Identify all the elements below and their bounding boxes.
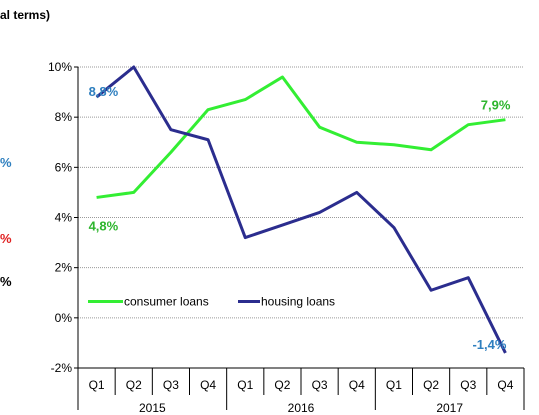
left-edge-fragment: % [0, 231, 12, 246]
y-tick-label: 0% [55, 311, 73, 325]
x-tick-label: Q2 [423, 378, 439, 392]
y-tick-label: 4% [55, 211, 73, 225]
x-tick-label: Q3 [460, 378, 476, 392]
y-tick-label: 10% [48, 60, 72, 74]
series-line [96, 75, 506, 199]
x-tick-label: Q4 [497, 378, 513, 392]
chart-title-fragment: al terms) [0, 8, 51, 22]
year-label: 2015 [139, 401, 166, 415]
y-tick-label: 6% [55, 160, 73, 174]
y-tick-label: 2% [55, 261, 73, 275]
data-label: -1,4% [472, 337, 506, 352]
x-tick-label: Q4 [349, 378, 365, 392]
x-tick-label: Q1 [386, 378, 402, 392]
y-tick-label: -2% [51, 361, 73, 375]
legend-label: housing loans [261, 295, 335, 309]
x-tick-label: Q3 [163, 378, 179, 392]
x-tick-label: Q2 [274, 378, 290, 392]
x-tick-label: Q2 [126, 378, 142, 392]
x-tick-label: Q1 [237, 378, 253, 392]
data-label: 4,8% [89, 218, 119, 233]
left-edge-fragment: % [0, 155, 12, 170]
y-tick-label: 8% [55, 110, 73, 124]
year-label: 2017 [436, 401, 463, 415]
series-line [95, 65, 507, 354]
year-label: 2016 [288, 401, 315, 415]
x-tick-label: Q1 [89, 378, 105, 392]
data-label: 7,9% [481, 98, 511, 113]
data-label: 8,8% [89, 84, 119, 99]
x-tick-label: Q4 [200, 378, 216, 392]
left-edge-fragment: % [0, 274, 12, 289]
x-tick-label: Q3 [312, 378, 328, 392]
legend-label: consumer loans [124, 295, 209, 309]
